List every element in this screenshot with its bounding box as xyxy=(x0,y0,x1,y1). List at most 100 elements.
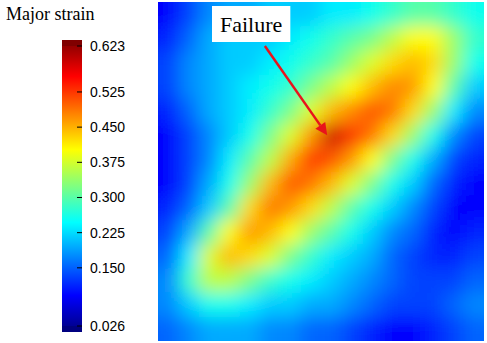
colorbar-tick-label: 0.026 xyxy=(90,318,125,334)
cell xyxy=(423,244,444,269)
cell xyxy=(301,172,322,197)
cell xyxy=(321,317,342,341)
cell xyxy=(178,317,199,341)
cell xyxy=(403,317,424,341)
cell xyxy=(321,196,342,221)
cell xyxy=(423,317,444,341)
cell xyxy=(240,147,261,172)
cell xyxy=(260,220,281,245)
arrow-head xyxy=(315,122,327,135)
cell xyxy=(443,50,464,75)
cell xyxy=(362,172,383,197)
cell xyxy=(199,268,220,293)
colorbar-tick-label: 0.623 xyxy=(90,38,125,54)
cell xyxy=(403,172,424,197)
cell xyxy=(280,196,301,221)
cell xyxy=(443,172,464,197)
cell xyxy=(219,50,240,75)
cell xyxy=(443,147,464,172)
cell xyxy=(443,268,464,293)
cell xyxy=(321,75,342,100)
cell xyxy=(301,268,322,293)
cell xyxy=(443,244,464,269)
cell xyxy=(301,147,322,172)
cell xyxy=(260,75,281,100)
cell xyxy=(280,172,301,197)
cell xyxy=(443,293,464,318)
cell xyxy=(362,220,383,245)
cell xyxy=(178,75,199,100)
annotation-arrow xyxy=(265,46,320,125)
cell xyxy=(403,50,424,75)
cell xyxy=(260,123,281,148)
cell xyxy=(280,317,301,341)
cell xyxy=(341,123,362,148)
cell xyxy=(178,26,199,51)
cell xyxy=(301,50,322,75)
cell xyxy=(321,26,342,51)
cell xyxy=(280,268,301,293)
cell xyxy=(382,123,403,148)
cell xyxy=(301,26,322,51)
cell xyxy=(280,147,301,172)
annotation-box xyxy=(212,6,290,42)
cell xyxy=(341,244,362,269)
cell xyxy=(301,196,322,221)
cell xyxy=(464,75,484,100)
strain-map xyxy=(158,2,484,341)
cell xyxy=(443,99,464,124)
cell xyxy=(403,75,424,100)
cell xyxy=(464,317,484,341)
cell xyxy=(178,172,199,197)
cell xyxy=(362,268,383,293)
cell xyxy=(240,172,261,197)
cell xyxy=(403,268,424,293)
cell xyxy=(362,244,383,269)
cell xyxy=(158,123,179,148)
cell xyxy=(280,293,301,318)
colorbar-tick xyxy=(77,232,82,233)
cell xyxy=(240,317,261,341)
colorbar xyxy=(62,40,82,332)
cell xyxy=(240,268,261,293)
cell xyxy=(219,75,240,100)
cell xyxy=(321,172,342,197)
cell xyxy=(178,220,199,245)
cell xyxy=(158,147,179,172)
cell xyxy=(321,293,342,318)
cell xyxy=(199,172,220,197)
cell xyxy=(280,123,301,148)
cell xyxy=(301,75,322,100)
cell xyxy=(321,268,342,293)
colorbar-tick-label: 0.375 xyxy=(90,154,125,170)
cell xyxy=(240,99,261,124)
cell xyxy=(158,220,179,245)
cell xyxy=(199,196,220,221)
cell xyxy=(158,75,179,100)
colorbar-tick-label: 0.150 xyxy=(90,260,125,276)
cell xyxy=(158,317,179,341)
cell xyxy=(219,268,240,293)
cell xyxy=(341,196,362,221)
cell xyxy=(382,26,403,51)
cell xyxy=(423,172,444,197)
cell xyxy=(464,196,484,221)
cell xyxy=(240,220,261,245)
cell xyxy=(178,268,199,293)
cell xyxy=(240,244,261,269)
colorbar-tick xyxy=(77,46,82,47)
cell xyxy=(219,99,240,124)
cell xyxy=(362,50,383,75)
cell xyxy=(341,293,362,318)
cell xyxy=(362,75,383,100)
cell xyxy=(219,317,240,341)
cell xyxy=(382,147,403,172)
annotation: Failure xyxy=(220,12,282,37)
cell xyxy=(382,75,403,100)
cells xyxy=(158,2,484,341)
cell xyxy=(178,123,199,148)
cell xyxy=(443,220,464,245)
cell xyxy=(260,244,281,269)
cell xyxy=(219,244,240,269)
cell xyxy=(464,244,484,269)
